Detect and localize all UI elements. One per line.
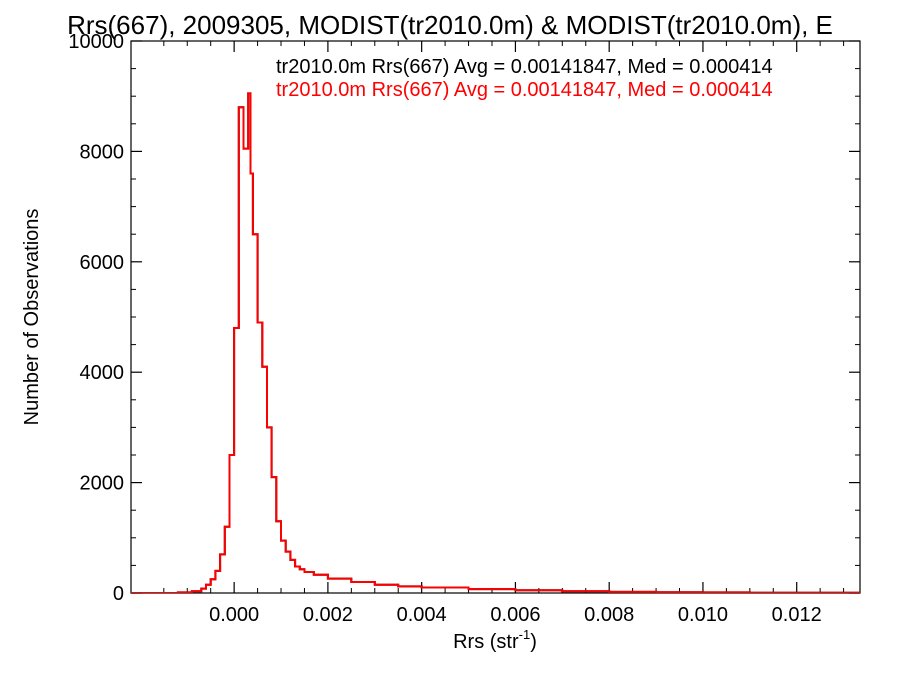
legend-entry-black: tr2010.0m Rrs(667) Avg = 0.00141847, Med… — [276, 56, 773, 78]
legend-entry-red: tr2010.0m Rrs(667) Avg = 0.00141847, Med… — [276, 79, 773, 101]
x-tick-labels: 0.000 0.002 0.004 0.006 0.008 0.010 0.012 — [209, 604, 822, 626]
x-tick-label: 0.000 — [209, 604, 259, 626]
y-tick-label: 2000 — [80, 473, 125, 495]
y-tick-label: 6000 — [80, 252, 125, 274]
x-tick-label: 0.004 — [397, 604, 447, 626]
y-tick-labels: 0 2000 4000 6000 8000 10000 — [68, 31, 124, 605]
x-axis-label-main: Rrs (str — [453, 631, 519, 653]
axis-ticks — [131, 40, 860, 594]
x-tick-label: 0.002 — [303, 604, 353, 626]
y-tick-label: 8000 — [80, 141, 125, 163]
y-tick-label: 4000 — [80, 362, 125, 384]
chart-title: Rrs(667), 2009305, MODIST(tr2010.0m) & M… — [67, 10, 833, 40]
x-tick-label: 0.010 — [678, 604, 728, 626]
y-tick-label: 10000 — [68, 31, 124, 53]
x-tick-label: 0.008 — [584, 604, 634, 626]
histogram-series-black — [131, 92, 860, 593]
y-axis-label: Number of Observations — [21, 209, 43, 426]
x-tick-label: 0.006 — [490, 604, 540, 626]
x-tick-label: 0.012 — [772, 604, 822, 626]
y-tick-label: 0 — [113, 583, 124, 605]
x-axis-label: Rrs (str-1) — [453, 627, 537, 653]
x-axis-label-superscript: -1 — [519, 627, 531, 642]
series-group — [131, 92, 860, 593]
histogram-series-red — [131, 92, 860, 593]
x-axis-label-close: ) — [530, 631, 537, 653]
plot-frame — [130, 40, 861, 594]
